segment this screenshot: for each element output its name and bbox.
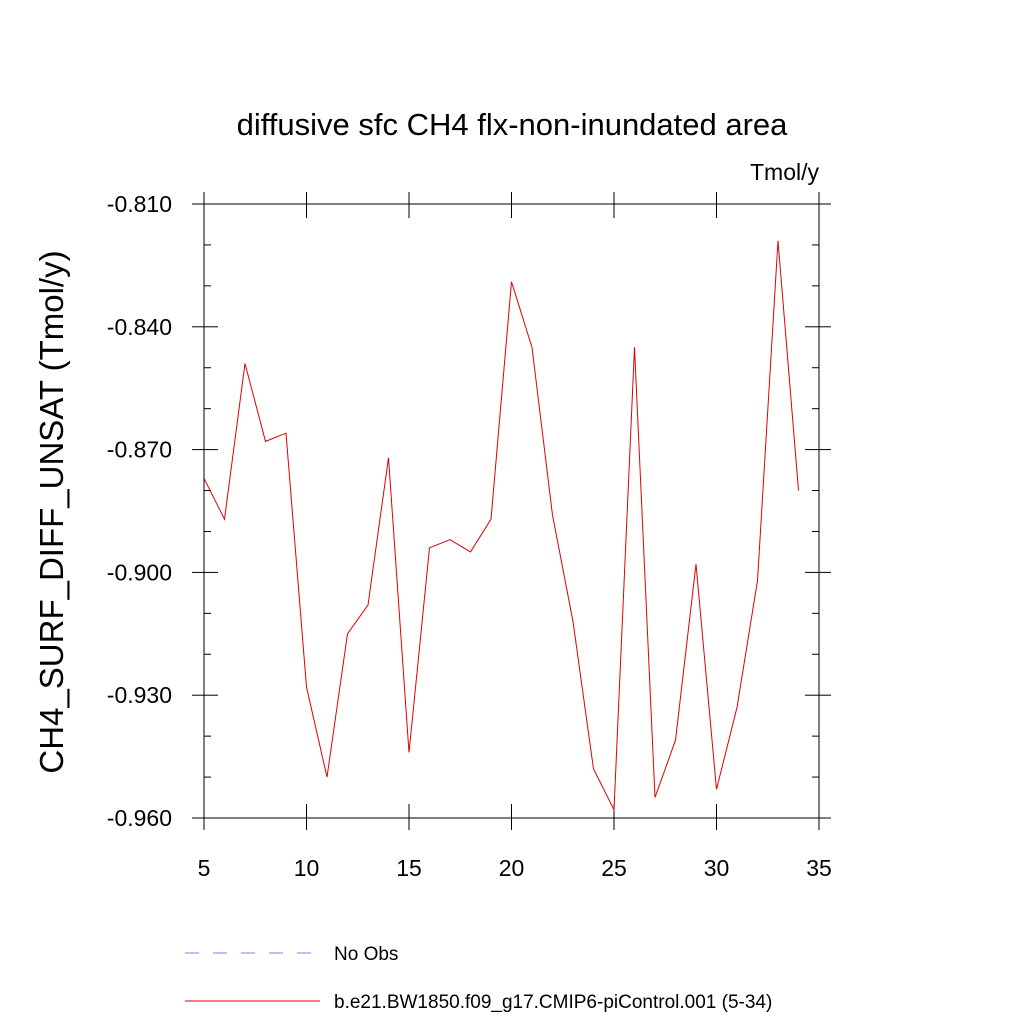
legend-label-model: b.e21.BW1850.f09_g17.CMIP6-piControl.001… xyxy=(334,992,772,1013)
legend-label-no-obs: No Obs xyxy=(334,944,398,965)
series-line-1 xyxy=(203,240,799,812)
x-tick-label: 15 xyxy=(396,855,422,881)
chart-title: diffusive sfc CH4 flx-non-inundated area xyxy=(237,107,789,142)
x-tick-label: 20 xyxy=(499,855,525,881)
series-lines xyxy=(203,240,799,812)
axis-tick-labels: 5 10 15 20 25 30 35 -0.810 -0.840 -0.870 -0.900 -0.… xyxy=(107,191,832,881)
y-tick-label: -0.900 xyxy=(107,559,172,585)
y-tick-label: -0.810 xyxy=(107,191,172,217)
x-tick-label: 25 xyxy=(601,855,627,881)
units-label: Tmol/y xyxy=(750,159,820,185)
x-tick-label: 5 xyxy=(198,855,211,881)
y-axis-label: CH4_SURF_DIFF_UNSAT (Tmol/y) xyxy=(33,250,70,773)
y-tick-label: -0.840 xyxy=(107,314,172,340)
y-tick-label: -0.930 xyxy=(107,682,172,708)
x-tick-label: 30 xyxy=(704,855,730,881)
legend: No Obs b.e21.BW1850.f09_g17.CMIP6-piCont… xyxy=(185,944,772,1013)
y-tick-label: -0.870 xyxy=(107,437,172,463)
x-tick-label: 10 xyxy=(294,855,320,881)
y-tick-label: -0.960 xyxy=(107,805,172,831)
plot-frame xyxy=(203,203,820,819)
x-tick-label: 35 xyxy=(806,855,832,881)
axis-ticks xyxy=(192,192,831,830)
